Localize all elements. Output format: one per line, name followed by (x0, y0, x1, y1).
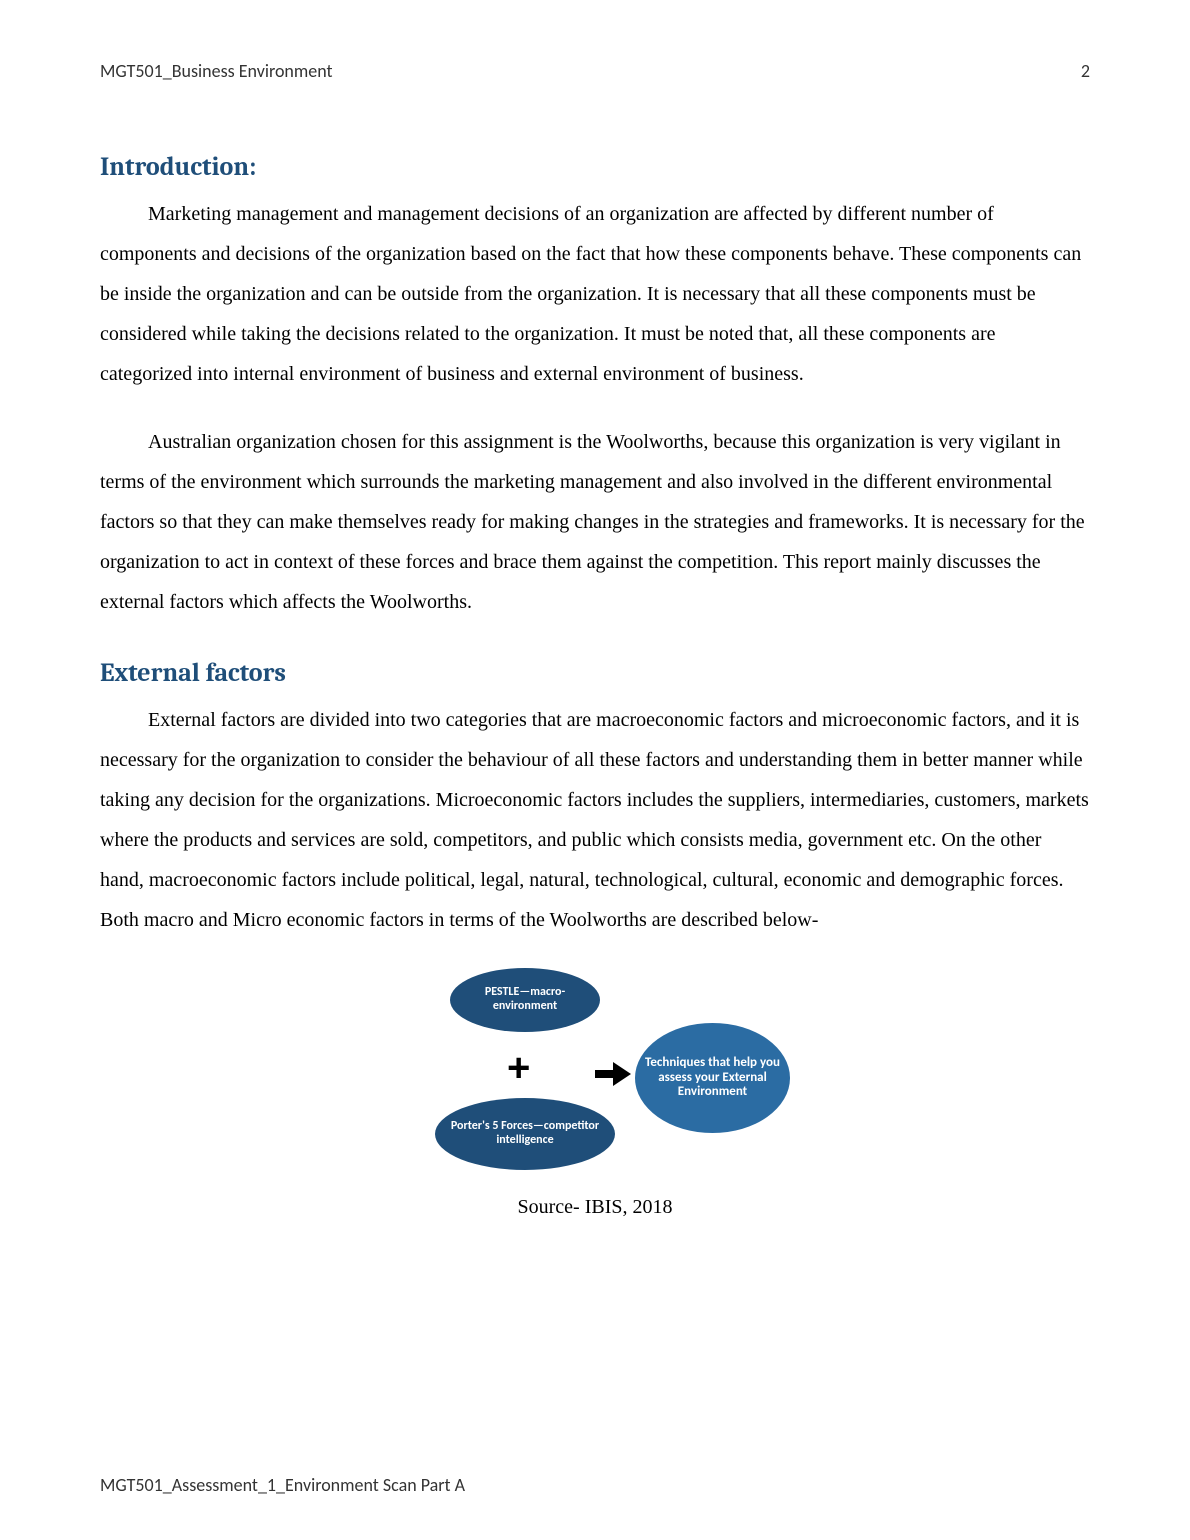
running-title: MGT501_Business Environment (100, 60, 333, 82)
pestle-porters-diagram: PESTLE—macro-environment + Porter's 5 Fo… (395, 968, 795, 1178)
page-footer: MGT501_Assessment_1_Environment Scan Par… (100, 1474, 465, 1496)
heading-external-factors: External factors (100, 658, 1090, 688)
page-header: MGT501_Business Environment 2 (100, 60, 1090, 82)
intro-paragraph-2: Australian organization chosen for this … (100, 422, 1090, 622)
heading-introduction: Introduction: (100, 152, 1090, 182)
arrow-icon (595, 1062, 631, 1091)
page-number: 2 (1081, 60, 1090, 82)
diagram-node-porters: Porter's 5 Forces—competitor intelligenc… (435, 1098, 615, 1170)
diagram-node-techniques-label: Techniques that help you assess your Ext… (641, 1056, 784, 1101)
diagram-node-techniques: Techniques that help you assess your Ext… (635, 1023, 790, 1133)
diagram-node-pestle: PESTLE—macro-environment (450, 968, 600, 1032)
diagram-node-pestle-label: PESTLE—macro-environment (456, 986, 594, 1014)
external-paragraph-1: External factors are divided into two ca… (100, 700, 1090, 940)
plus-icon: + (507, 1046, 530, 1091)
diagram-caption: Source- IBIS, 2018 (100, 1196, 1090, 1219)
intro-paragraph-1: Marketing management and management deci… (100, 194, 1090, 394)
diagram-node-porters-label: Porter's 5 Forces—competitor intelligenc… (441, 1120, 609, 1148)
